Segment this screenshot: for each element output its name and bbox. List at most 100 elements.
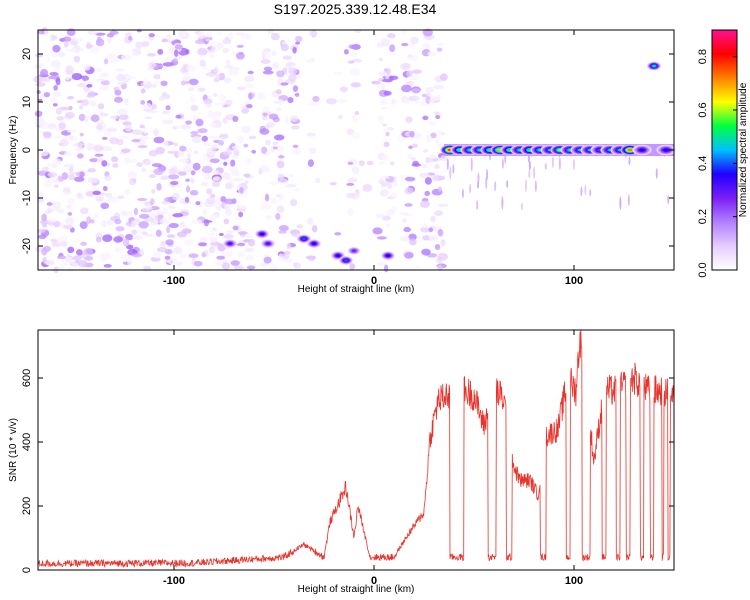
spectrogram-noise-cell (114, 246, 122, 253)
spectrogram-noise-cell (251, 149, 257, 154)
spectrogram-streak (524, 179, 527, 192)
spectrogram-noise-cell (156, 246, 168, 253)
spectrogram-noise-cell (190, 177, 195, 184)
spectrogram-noise-cell (268, 181, 280, 185)
spectrogram-noise-cell (50, 238, 58, 243)
spectrogram-noise-cell (209, 193, 216, 199)
spectrogram-noise-cell (155, 64, 163, 69)
spectrogram-streak (470, 157, 473, 172)
spectrogram-noise-cell (121, 211, 133, 217)
spectrogram-noise-cell (217, 243, 226, 252)
spectrogram-streak (627, 194, 630, 206)
y-tick-label: 200 (21, 497, 33, 515)
spectrogram-noise-cell (383, 264, 389, 273)
spectrogram-noise-cell (248, 92, 253, 100)
spectrogram-noise-cell (387, 33, 396, 39)
spectrogram-noise-cell (213, 262, 224, 266)
spectrogram-noise-cell (147, 52, 156, 57)
spectrogram-noise-cell (207, 135, 219, 139)
y-tick-label: 0 (21, 567, 33, 573)
y-tick-label: 400 (21, 433, 33, 451)
spectrogram-noise-cell (192, 114, 198, 121)
spectrogram-noise-cell (104, 192, 113, 198)
spectrogram-noise-cell (209, 52, 215, 59)
spectrogram-noise-cell (165, 239, 174, 246)
spectrogram-noise-cell (78, 113, 86, 122)
spectrogram-noise-cell (76, 153, 84, 159)
colorbar-ticks: 0.0 0.2 0.4 0.6 0.8 (697, 49, 737, 278)
spectrogram-noise-cell (222, 47, 229, 54)
spectrogram-noise-cell (120, 254, 129, 261)
spectrogram-noise-cell (275, 193, 281, 198)
spectrogram-noise-cell (179, 145, 187, 152)
spectrogram-streak (558, 157, 561, 171)
spectrogram-noise-cell (203, 218, 210, 227)
spectrogram-noise-cell (350, 132, 361, 140)
spectrogram-noise-cell (151, 188, 156, 194)
spectrogram-noise-cell (41, 247, 48, 256)
spectrogram-noise-cell (161, 141, 169, 147)
spectrogram-noise-cell (434, 210, 444, 217)
spectrogram-noise-cell (276, 145, 284, 153)
spectrogram-noise-cell (240, 105, 247, 109)
spectrogram-noise-cell (89, 158, 99, 163)
spectrogram-noise-cell (122, 121, 132, 126)
colorbar-tick-label: 0.8 (697, 49, 709, 64)
spectrogram-noise-cell (179, 253, 187, 259)
spectrogram-noise-cell (271, 50, 277, 57)
spectrogram-noise-cell (39, 122, 51, 130)
spectrogram-noise-cell (378, 175, 390, 180)
spectrogram-noise-cell (270, 197, 278, 205)
spectrogram-noise-cell (47, 171, 58, 178)
spectrogram-noise-cell (106, 127, 118, 133)
spectrogram-streak (486, 168, 489, 181)
spectrogram-noise-cell (59, 139, 69, 147)
spectrogram-noise-cell (262, 115, 268, 121)
spectrogram-noise-cell (272, 146, 278, 150)
spectrogram-noise-cell (294, 35, 303, 43)
spectrogram-noise-cell (378, 57, 383, 62)
spectrogram-noise-cell (160, 175, 169, 181)
spectrogram-noise-cell (288, 74, 297, 82)
spectrogram-noise-cell (382, 123, 388, 127)
spectrogram-noise-cell (412, 143, 418, 149)
spectrogram-noise-cell (440, 155, 448, 162)
spectrogram-noise-cell (106, 36, 112, 44)
spectrogram-noise-cell (232, 115, 239, 123)
spectrogram-noise-cell (113, 96, 123, 103)
spectrogram-noise-cell (306, 217, 314, 225)
spectrogram-noise-cell (168, 47, 176, 54)
spectrogram-streak (533, 166, 536, 179)
spectrogram-noise-cell (154, 74, 160, 78)
spectrogram-noise-cell (307, 159, 314, 168)
spectrogram-noise-cell (162, 119, 174, 125)
spectrogram-noise-cell (400, 62, 411, 70)
spectrogram-noise-cell (293, 262, 302, 269)
spectrogram-noise-cell (53, 127, 60, 133)
spectrogram-noise-cell (419, 200, 431, 209)
spectrogram-noise-cell (245, 254, 254, 261)
spectrogram-noise-cell (422, 28, 433, 37)
spectrogram-streak (485, 177, 488, 190)
spectrogram-noise-cell (102, 123, 108, 132)
x-tick-label: -100 (163, 275, 185, 287)
spectrogram-noise-cell (99, 85, 110, 91)
spectrogram-noise-cell (79, 132, 84, 137)
spectrogram-noise-cell (263, 48, 272, 53)
spectrogram-noise-cell (239, 187, 244, 194)
spectrogram-noise-cell (111, 156, 119, 163)
spectrogram-noise-cell (166, 234, 175, 238)
spectrogram-noise-cell (137, 145, 148, 149)
spectrogram-noise-cell (382, 154, 389, 161)
spectrogram-noise-cell (51, 53, 60, 58)
colorbar: 0.0 0.2 0.4 0.6 0.8 Normalized spectral ampl… (697, 29, 749, 278)
spectrogram-noise-cell (235, 52, 245, 60)
spectrogram-noise-cell (385, 131, 390, 137)
spectrogram-noise-cell (141, 167, 147, 173)
spectrogram-noise-cell (101, 160, 108, 167)
spectrogram-noise-cell (125, 124, 133, 132)
spectrogram-noise-cell (422, 115, 429, 121)
spectrogram-noise-cell (122, 238, 130, 247)
spectrogram-noise-cell (38, 98, 43, 102)
spectrogram-noise-cell (131, 139, 141, 143)
